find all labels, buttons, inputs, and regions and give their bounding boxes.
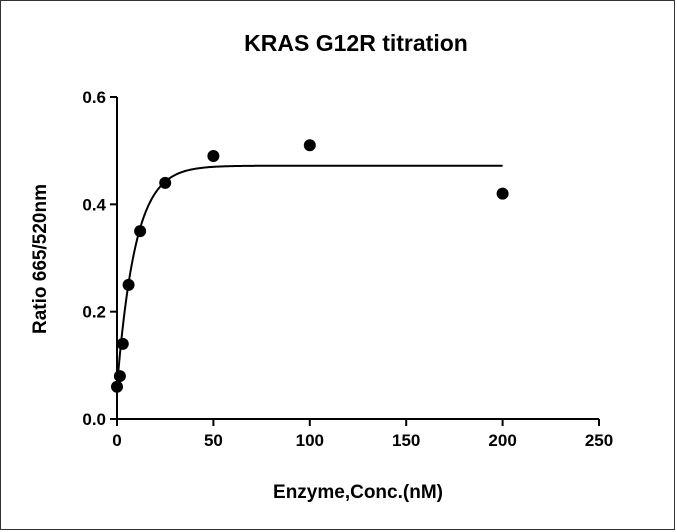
data-point — [207, 150, 220, 163]
y-axis-label: Ratio 665/520nm — [30, 184, 51, 334]
chart-title: KRAS G12R titration — [244, 30, 468, 56]
x-tick-label: 0 — [112, 431, 121, 450]
data-point — [134, 225, 147, 238]
y-tick-label: 0.4 — [82, 195, 106, 214]
x-axis-label: Enzyme,Conc.(nM) — [273, 482, 443, 503]
data-point — [113, 370, 126, 383]
data-point — [116, 337, 129, 350]
x-tick-label: 50 — [204, 431, 223, 450]
y-tick-label: 0.0 — [82, 410, 106, 429]
x-tick-label: 150 — [392, 431, 420, 450]
x-tick-label: 250 — [585, 431, 613, 450]
data-point — [159, 176, 172, 189]
fit-curve — [116, 164, 503, 387]
y-tick-label: 0.6 — [82, 88, 106, 107]
x-tick-label: 200 — [488, 431, 516, 450]
x-tick-label: 100 — [296, 431, 324, 450]
y-tick-label: 0.2 — [82, 303, 106, 322]
data-point — [303, 139, 316, 152]
data-point — [122, 278, 135, 291]
plot-area: 0 50 100 150 200 250 0.0 0.2 0.4 0.6 — [82, 88, 613, 450]
data-point — [111, 380, 123, 393]
data-point — [496, 187, 509, 200]
